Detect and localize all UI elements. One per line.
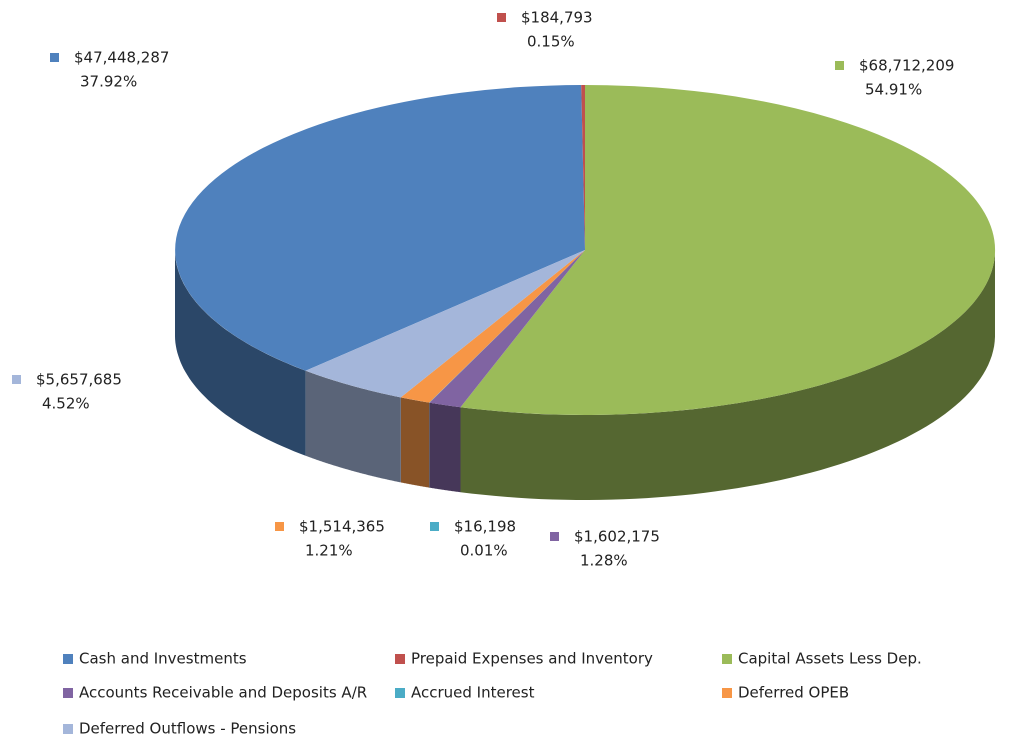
legend-key bbox=[395, 688, 405, 698]
slice bbox=[429, 250, 585, 403]
slice bbox=[400, 250, 585, 403]
legend-key bbox=[722, 654, 732, 664]
percent-label: 1.21% bbox=[305, 542, 353, 560]
value-label: $16,198 bbox=[454, 518, 516, 536]
legend-key bbox=[722, 688, 732, 698]
value-label: $1,514,365 bbox=[299, 518, 385, 536]
slice bbox=[429, 250, 585, 408]
legend-label: Prepaid Expenses and Inventory bbox=[411, 650, 653, 668]
legend-label: Capital Assets Less Dep. bbox=[738, 650, 922, 668]
value-label: $1,602,175 bbox=[574, 528, 660, 546]
percent-label: 4.52% bbox=[42, 395, 90, 413]
legend-key bbox=[395, 654, 405, 664]
legend-label: Accrued Interest bbox=[411, 684, 535, 702]
slice bbox=[460, 85, 996, 415]
value-label: $5,657,685 bbox=[36, 371, 122, 389]
legend-key bbox=[63, 688, 73, 698]
label-key bbox=[12, 375, 21, 384]
slice bbox=[581, 84, 585, 250]
legend-label: Accounts Receivable and Deposits A/R bbox=[79, 684, 367, 702]
percent-label: 0.01% bbox=[460, 542, 508, 560]
slice-side bbox=[175, 251, 306, 456]
value-label: $68,712,209 bbox=[859, 57, 954, 75]
slice-side bbox=[400, 397, 430, 488]
slice bbox=[175, 85, 585, 371]
percent-label: 37.92% bbox=[80, 73, 137, 91]
legend-label: Deferred OPEB bbox=[738, 684, 849, 702]
label-key bbox=[275, 522, 284, 531]
legend-label: Deferred Outflows - Pensions bbox=[79, 720, 296, 738]
label-key bbox=[497, 13, 506, 22]
percent-label: 0.15% bbox=[527, 33, 575, 51]
legend-key bbox=[63, 654, 73, 664]
legend-key bbox=[63, 724, 73, 734]
label-key bbox=[550, 532, 559, 541]
legend-label: Cash and Investments bbox=[79, 650, 247, 668]
slice-side bbox=[429, 402, 461, 493]
slice-side bbox=[460, 251, 995, 500]
slice-side bbox=[305, 370, 401, 483]
value-label: $47,448,287 bbox=[74, 49, 169, 67]
percent-label: 1.28% bbox=[580, 552, 628, 570]
percent-label: 54.91% bbox=[865, 81, 922, 99]
slice bbox=[305, 250, 585, 398]
label-key bbox=[835, 61, 844, 70]
label-key bbox=[50, 53, 59, 62]
label-key bbox=[430, 522, 439, 531]
value-label: $184,793 bbox=[521, 9, 593, 27]
